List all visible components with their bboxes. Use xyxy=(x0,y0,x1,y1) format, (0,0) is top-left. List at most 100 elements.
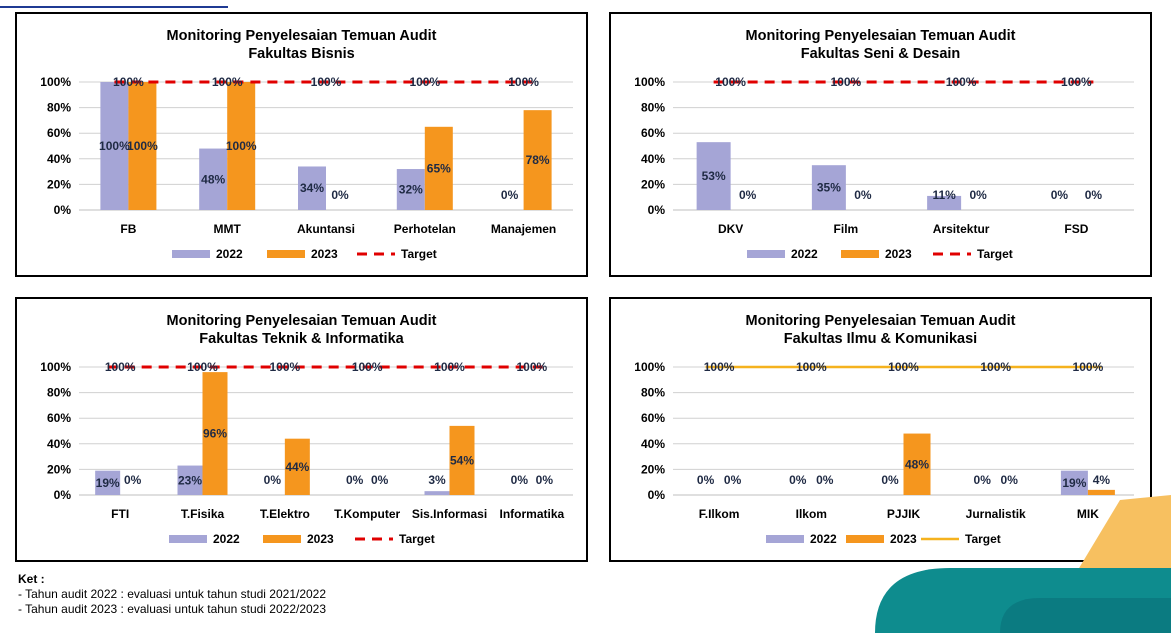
bar-2022 xyxy=(100,82,129,210)
legend-swatch-2022 xyxy=(172,250,210,258)
x-category-label: DKV xyxy=(718,222,743,236)
y-tick-label: 100% xyxy=(40,360,71,374)
y-tick-label: 40% xyxy=(47,152,71,166)
x-category-label: FB xyxy=(120,222,136,236)
data-label-2023: 0% xyxy=(1085,188,1103,202)
legend-label-2022: 2022 xyxy=(216,247,243,261)
legend-swatch-2023 xyxy=(846,535,884,543)
data-label-target: 100% xyxy=(434,360,465,374)
legend-label-target: Target xyxy=(399,532,435,546)
data-label-2022: 19% xyxy=(1062,476,1086,490)
chart-title-line2: Fakultas Seni & Desain xyxy=(800,46,961,62)
y-tick-label: 0% xyxy=(648,488,666,502)
data-label-2022: 0% xyxy=(974,473,992,487)
data-label-target: 100% xyxy=(409,75,440,89)
data-label-target: 100% xyxy=(352,360,383,374)
x-category-label: Sis.Informasi xyxy=(412,507,487,521)
data-label-2022: 0% xyxy=(1051,188,1069,202)
data-label-target: 100% xyxy=(311,75,342,89)
data-label-2022: 48% xyxy=(201,172,225,186)
data-label-2022: 32% xyxy=(399,183,423,197)
bar-2022 xyxy=(396,169,425,210)
data-label-2022: 0% xyxy=(346,473,364,487)
notes-line-2023: - Tahun audit 2023 : evaluasi untuk tahu… xyxy=(18,602,327,616)
chart-svg: 0% 20% 40% 60% 80% 100% F.Ilkom Ilkom PJJIK Jurna… xyxy=(634,360,1134,546)
chart-title-line2: Fakultas Bisnis xyxy=(248,46,355,62)
data-label-target: 100% xyxy=(980,360,1011,374)
data-label-target: 100% xyxy=(1061,75,1092,89)
notes-line-2022: - Tahun audit 2022 : evaluasi untuk tahu… xyxy=(18,587,327,601)
legend-swatch-2022 xyxy=(766,535,804,543)
bar-2022 xyxy=(298,166,326,210)
data-label-2022: 53% xyxy=(702,169,726,183)
bar-2023 xyxy=(903,433,931,495)
chart-title-line1: Monitoring Penyelesaian Temuan Audit xyxy=(166,28,437,44)
x-category-label: T.Fisika xyxy=(181,507,225,521)
data-label-2023: 4% xyxy=(1093,473,1111,487)
bar-2022 xyxy=(95,470,121,495)
bar-2023 xyxy=(424,126,453,210)
legend-swatch-2023 xyxy=(267,250,305,258)
x-category-label: Jurnalistik xyxy=(966,507,1026,521)
data-label-target: 100% xyxy=(105,360,136,374)
chart-title-line1: Monitoring Penyelesaian Temuan Audit xyxy=(745,313,1016,329)
x-category-label: T.Komputer xyxy=(334,507,400,521)
data-label-2022: 100% xyxy=(99,139,130,153)
legend-label-2022: 2022 xyxy=(213,532,240,546)
x-category-label: Film xyxy=(834,222,859,236)
data-label-2023: 0% xyxy=(854,188,872,202)
y-tick-label: 60% xyxy=(641,411,665,425)
chart-panel-fakultas-ilmu-komunikasi: 0% 20% 40% 60% 80% 100% F.Ilkom Ilkom PJJIK Jurna… xyxy=(609,297,1152,562)
bar-2023 xyxy=(449,425,475,495)
chart-panel-fakultas-bisnis: 0% 20% 40% 60% 80% 100% FB MMT Akuntansi Perhotel… xyxy=(15,12,588,277)
y-tick-label: 20% xyxy=(641,462,665,476)
y-tick-label: 20% xyxy=(641,177,665,191)
chart-title-line2: Fakultas Teknik & Informatika xyxy=(199,331,404,347)
data-label-2022: 0% xyxy=(697,473,715,487)
x-category-label: Manajemen xyxy=(491,222,556,236)
data-label-2023: 0% xyxy=(124,473,142,487)
bar-2023 xyxy=(1087,489,1115,495)
x-category-label: Arsitektur xyxy=(933,222,990,236)
y-tick-label: 100% xyxy=(40,75,71,89)
chart-title-line2: Fakultas Ilmu & Komunikasi xyxy=(783,331,978,347)
chart-title-line1: Monitoring Penyelesaian Temuan Audit xyxy=(745,28,1016,44)
data-label-target: 100% xyxy=(796,360,827,374)
data-label-2022: 0% xyxy=(264,473,282,487)
data-label-2023: 0% xyxy=(739,188,757,202)
legend-label-2023: 2023 xyxy=(311,247,338,261)
data-label-2022: 19% xyxy=(96,476,120,490)
data-label-target: 100% xyxy=(704,360,735,374)
chart-panel-fakultas-teknik-informatika: 0% 20% 40% 60% 80% 100% FTI T.Fisika T.Elektro T.… xyxy=(15,297,588,562)
x-category-label: PJJIK xyxy=(887,507,921,521)
legend-swatch-2022 xyxy=(747,250,785,258)
data-label-target: 100% xyxy=(508,75,539,89)
x-category-label: Ilkom xyxy=(796,507,827,521)
data-label-2023: 0% xyxy=(331,188,349,202)
x-category-label: MMT xyxy=(214,222,242,236)
chart-title: Monitoring Penyelesaian Temuan Audit Fak… xyxy=(17,27,586,63)
header-accent-line xyxy=(0,6,228,8)
y-tick-label: 40% xyxy=(47,437,71,451)
bar-2022 xyxy=(696,142,731,210)
decorative-teal-shade xyxy=(1000,598,1171,633)
legend-label-2023: 2023 xyxy=(885,247,912,261)
y-tick-label: 60% xyxy=(47,411,71,425)
x-category-label: T.Elektro xyxy=(260,507,310,521)
y-tick-label: 0% xyxy=(648,203,666,217)
legend-label-target: Target xyxy=(965,532,1001,546)
data-label-2023: 78% xyxy=(526,153,550,167)
data-label-target: 100% xyxy=(516,360,547,374)
data-label-2023: 48% xyxy=(905,457,929,471)
bar-2022 xyxy=(927,195,962,210)
x-category-label: F.Ilkom xyxy=(699,507,740,521)
data-label-2022: 0% xyxy=(789,473,807,487)
data-label-2022: 0% xyxy=(511,473,529,487)
legend-swatch-2023 xyxy=(263,535,301,543)
data-label-target: 100% xyxy=(113,75,144,89)
data-label-2022: 34% xyxy=(300,181,324,195)
y-tick-label: 60% xyxy=(47,126,71,140)
data-label-2023: 100% xyxy=(226,139,257,153)
data-label-2023: 0% xyxy=(724,473,742,487)
